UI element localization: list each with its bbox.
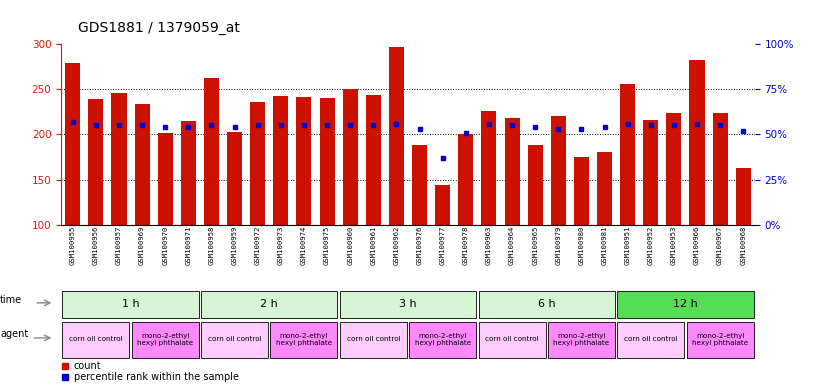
Bar bbox=[273, 96, 288, 225]
Text: percentile rank within the sample: percentile rank within the sample bbox=[73, 372, 239, 382]
Bar bbox=[617, 291, 754, 318]
Bar bbox=[88, 99, 104, 225]
Bar bbox=[62, 291, 199, 318]
Bar bbox=[548, 322, 615, 358]
Text: corn oil control: corn oil control bbox=[69, 336, 122, 342]
Bar bbox=[112, 93, 126, 225]
Text: 3 h: 3 h bbox=[399, 299, 417, 309]
Text: time: time bbox=[0, 295, 22, 305]
Text: corn oil control: corn oil control bbox=[486, 336, 539, 342]
Bar bbox=[131, 322, 199, 358]
Bar bbox=[412, 145, 427, 225]
Bar bbox=[204, 78, 219, 225]
Bar bbox=[339, 291, 477, 318]
Text: GDS1881 / 1379059_at: GDS1881 / 1379059_at bbox=[78, 21, 239, 35]
Bar bbox=[736, 168, 751, 225]
Text: mono-2-ethyl
hexyl phthalate: mono-2-ethyl hexyl phthalate bbox=[553, 333, 610, 346]
Bar bbox=[62, 322, 130, 358]
Bar bbox=[597, 152, 612, 225]
Text: 6 h: 6 h bbox=[538, 299, 556, 309]
Bar bbox=[409, 322, 477, 358]
Bar bbox=[339, 322, 407, 358]
Text: 1 h: 1 h bbox=[122, 299, 140, 309]
Bar bbox=[620, 84, 635, 225]
Bar bbox=[389, 47, 404, 225]
Bar bbox=[201, 322, 268, 358]
Bar bbox=[504, 118, 520, 225]
Bar bbox=[528, 145, 543, 225]
Bar bbox=[686, 322, 754, 358]
Bar bbox=[690, 60, 704, 225]
Text: mono-2-ethyl
hexyl phthalate: mono-2-ethyl hexyl phthalate bbox=[415, 333, 471, 346]
Text: mono-2-ethyl
hexyl phthalate: mono-2-ethyl hexyl phthalate bbox=[137, 333, 193, 346]
Text: count: count bbox=[73, 361, 101, 371]
Bar bbox=[135, 104, 149, 225]
Text: mono-2-ethyl
hexyl phthalate: mono-2-ethyl hexyl phthalate bbox=[276, 333, 332, 346]
Text: corn oil control: corn oil control bbox=[208, 336, 261, 342]
Bar bbox=[667, 113, 681, 225]
Bar bbox=[296, 98, 312, 225]
Bar bbox=[201, 291, 338, 318]
Bar bbox=[551, 116, 565, 225]
Text: agent: agent bbox=[0, 329, 29, 339]
Text: mono-2-ethyl
hexyl phthalate: mono-2-ethyl hexyl phthalate bbox=[692, 333, 748, 346]
Text: 2 h: 2 h bbox=[260, 299, 278, 309]
Bar bbox=[251, 102, 265, 225]
Bar bbox=[478, 291, 615, 318]
Bar bbox=[643, 120, 659, 225]
Text: 12 h: 12 h bbox=[673, 299, 698, 309]
Text: corn oil control: corn oil control bbox=[624, 336, 677, 342]
Bar bbox=[270, 322, 338, 358]
Bar bbox=[181, 121, 196, 225]
Bar bbox=[227, 132, 242, 225]
Bar bbox=[478, 322, 546, 358]
Bar bbox=[320, 98, 335, 225]
Bar bbox=[435, 185, 450, 225]
Bar bbox=[343, 89, 357, 225]
Text: corn oil control: corn oil control bbox=[347, 336, 400, 342]
Bar bbox=[157, 134, 173, 225]
Bar bbox=[366, 95, 381, 225]
Bar bbox=[481, 111, 496, 225]
Bar bbox=[65, 63, 80, 225]
Bar bbox=[617, 322, 685, 358]
Bar bbox=[712, 113, 728, 225]
Bar bbox=[574, 157, 589, 225]
Bar bbox=[459, 134, 473, 225]
